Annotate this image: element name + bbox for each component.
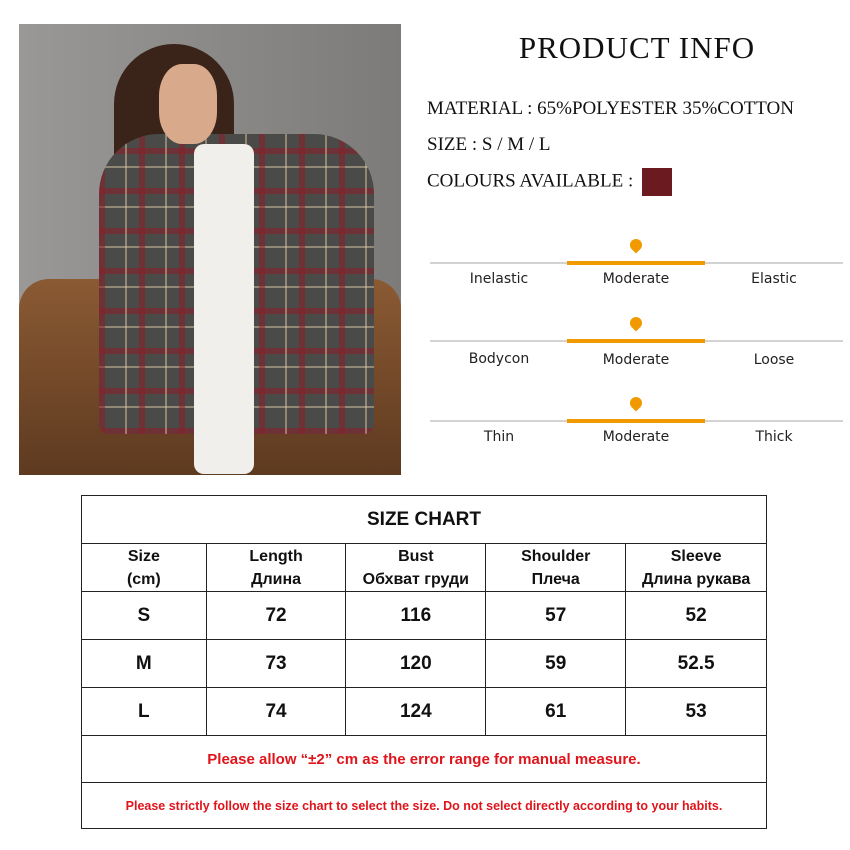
product-info-title: PRODUCT INFO [518, 30, 756, 65]
header-en: Sleeve [670, 547, 722, 565]
scale-right-label: Loose [753, 352, 795, 368]
scale-right-label: Thick [755, 429, 793, 445]
measurement-cell: 74 [205, 687, 347, 736]
scale-middle-label: Moderate [602, 352, 670, 368]
size-chart-table: SIZE CHART Size (cm) Length Длина Bust Обхват… [81, 495, 767, 829]
measurement-cell: 59 [485, 639, 627, 688]
size-cell: L [81, 687, 207, 736]
fit-scale: Bodycon Moderate Loose [430, 314, 843, 400]
header-en: Shoulder [521, 547, 591, 565]
scale-selected-bar [567, 339, 705, 343]
product-photo [19, 24, 401, 475]
measurement-cell: 73 [205, 639, 347, 688]
header-ru: (cm) [126, 570, 161, 588]
colours-label: COLOURS AVAILABLE : [427, 170, 634, 192]
header-ru: Обхват груди [362, 570, 470, 588]
stretch-scale: Inelastic Moderate Elastic [430, 236, 843, 322]
scale-selected-bar [567, 419, 705, 423]
measurement-cell: 120 [345, 639, 487, 688]
measurement-cell: 72 [205, 591, 347, 640]
table-row: M 73 120 59 52.5 [81, 639, 767, 688]
measurement-cell: 57 [485, 591, 627, 640]
header-en: Size [127, 547, 160, 565]
scale-selected-bar [567, 261, 705, 265]
header-ru: Плеча [531, 570, 580, 588]
column-header: Bust Обхват груди [345, 543, 487, 592]
colour-swatch [641, 168, 672, 196]
column-header: Sleeve Длина рукава [625, 543, 767, 592]
measurement-cell: 53 [625, 687, 767, 736]
measurement-cell: 52.5 [625, 639, 767, 688]
size-text: SIZE : S / M / L [427, 134, 551, 155]
measurement-cell: 52 [625, 591, 767, 640]
size-cell: S [81, 591, 207, 640]
measure-error-note: Please allow “±2” cm as the error range … [81, 735, 767, 783]
scale-left-label: Inelastic [469, 271, 529, 287]
scale-middle-label: Moderate [602, 271, 670, 287]
header-en: Bust [398, 547, 434, 565]
scale-right-label: Elastic [751, 271, 797, 287]
scale-middle-label: Moderate [602, 429, 670, 445]
scale-left-label: Thin [483, 429, 515, 445]
column-header: Shoulder Плеча [485, 543, 627, 592]
column-header: Length Длина [205, 543, 347, 592]
measurement-cell: 124 [345, 687, 487, 736]
thickness-scale: Thin Moderate Thick [430, 394, 843, 480]
size-cell: M [81, 639, 207, 688]
photo-model-face [159, 64, 217, 144]
table-row: S 72 116 57 52 [81, 591, 767, 640]
header-ru: Длина рукава [641, 570, 751, 588]
header-ru: Длина [251, 570, 302, 588]
measurement-cell: 61 [485, 687, 627, 736]
size-selection-note: Please strictly follow the size chart to… [81, 782, 767, 829]
material-text: MATERIAL : 65%POLYESTER 35%COTTON [427, 98, 795, 119]
table-row: L 74 124 61 53 [81, 687, 767, 736]
colours-row: COLOURS AVAILABLE : [427, 168, 672, 196]
header-en: Length [249, 547, 303, 565]
scale-left-label: Bodycon [468, 351, 530, 367]
map-pin-icon [627, 236, 645, 254]
photo-white-tee [194, 144, 254, 474]
column-header: Size (cm) [81, 543, 207, 592]
size-chart-title: SIZE CHART [81, 495, 767, 544]
measurement-cell: 116 [345, 591, 487, 640]
